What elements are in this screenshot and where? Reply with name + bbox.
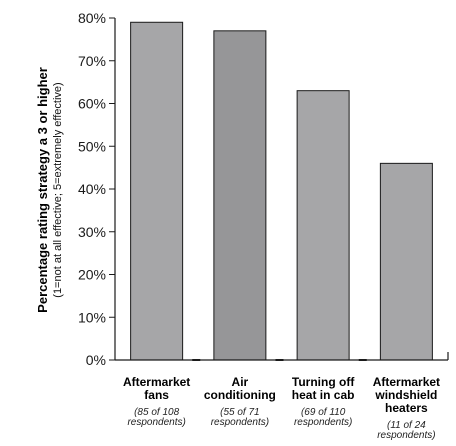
bar	[213, 30, 267, 361]
y-axis-label: Percentage rating strategy a 3 or higher…	[35, 67, 64, 313]
x-category-note-line: (69 of 110	[301, 407, 346, 418]
x-category-line: Turning off	[292, 375, 355, 389]
x-category-note-line: (11 of 24	[387, 420, 426, 431]
x-category-note-line: respondents)	[211, 417, 269, 428]
x-category-note-line: respondents)	[294, 417, 352, 428]
x-category-note-line: (55 of 71	[220, 407, 259, 418]
y-tick-label: 0%	[86, 352, 106, 368]
bars	[130, 21, 433, 361]
y-axis-subtitle: (1=not at all effective; 5=extremely eff…	[52, 82, 64, 297]
x-category-note: (11 of 24 respondents)	[377, 420, 435, 441]
y-tick-label: 60%	[78, 96, 106, 112]
x-category-label: Turning off heat in cab	[292, 375, 356, 402]
bar	[379, 162, 433, 361]
y-tick-label: 40%	[78, 181, 106, 197]
y-tick-label: 10%	[78, 309, 106, 325]
y-axis-title: Percentage rating strategy a 3 or higher	[35, 67, 50, 313]
x-axis-labels: Aftermarket fans(85 of 108 respondents)Air…	[123, 375, 440, 441]
x-category-note: (69 of 110 respondents)	[294, 407, 352, 428]
x-category-line: conditioning	[204, 388, 276, 402]
x-category-note-line: respondents)	[377, 430, 435, 441]
y-tick-label: 50%	[78, 138, 106, 154]
x-category-note-line: respondents)	[127, 417, 185, 428]
bar	[130, 21, 184, 361]
x-category-note: (85 of 108 respondents)	[127, 407, 185, 428]
x-category-line: Aftermarket	[123, 375, 190, 389]
x-category-line: heaters	[385, 401, 428, 415]
y-tick-label: 80%	[78, 10, 106, 26]
y-tick-label: 20%	[78, 267, 106, 283]
axes	[114, 18, 449, 361]
x-category-line: windshield	[374, 388, 437, 402]
bar	[296, 90, 350, 361]
y-tick-label: 70%	[78, 53, 106, 69]
x-category-line: heat in cab	[292, 388, 355, 402]
y-tick-label: 30%	[78, 224, 106, 240]
x-category-note-line: (85 of 108	[134, 407, 179, 418]
x-category-line: Aftermarket	[373, 375, 440, 389]
x-category-line: Air	[232, 375, 249, 389]
x-category-label: Aftermarket windshield heaters	[373, 375, 440, 415]
x-category-note: (55 of 71 respondents)	[211, 407, 269, 428]
x-category-label: Aftermarket fans	[123, 375, 190, 402]
x-category-label: Air conditioning	[204, 375, 276, 402]
y-ticks: 0% 10% 20% 30% 40% 50% 60% 70% 80%	[78, 10, 115, 368]
x-category-line: fans	[144, 388, 169, 402]
